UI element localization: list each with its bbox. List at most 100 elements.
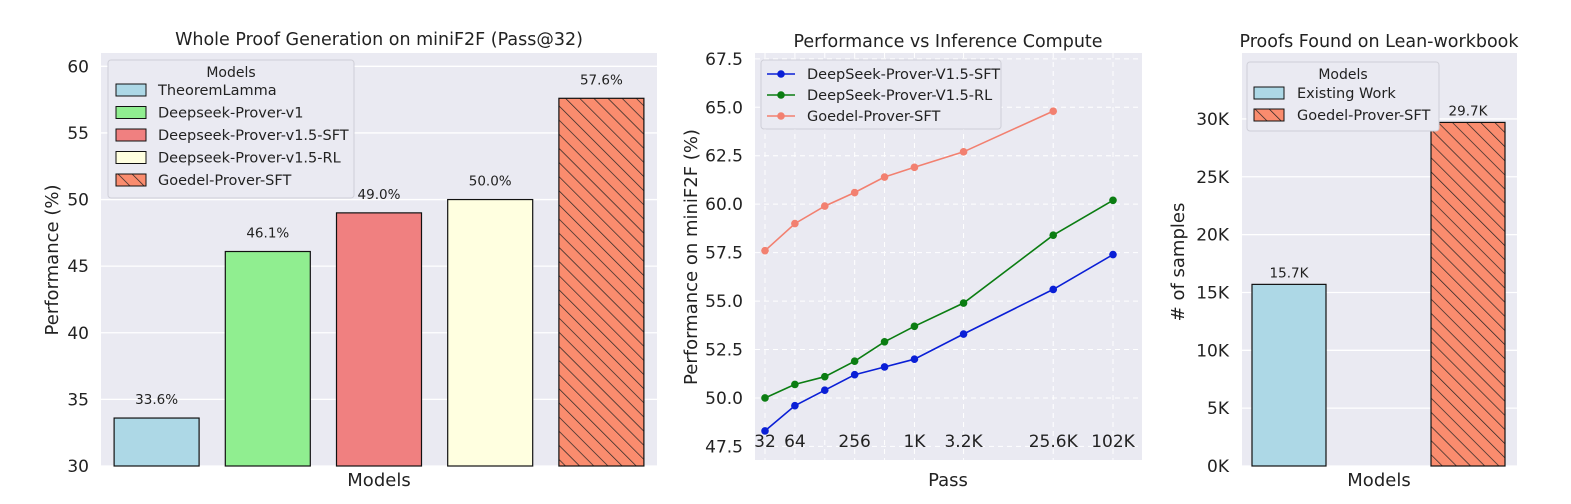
x-axis-label: Pass [928, 470, 968, 491]
y-axis-label: Performance on miniF2F (%) [681, 129, 702, 385]
y-tick-label: 50 [67, 191, 89, 211]
y-tick-label: 35 [67, 390, 89, 410]
chart-whole-proof: 33.6% 46.1% 49.0% 50.0% 57.6% 30 35 40 45 50 55 60… [42, 30, 657, 491]
x-tick-label: 3.2K [944, 432, 983, 452]
data-point [761, 394, 769, 402]
legend-label: Deepseek-Prover-v1.5-RL [158, 151, 341, 167]
legend-swatch [115, 151, 147, 164]
data-point [959, 299, 968, 307]
chart-title: Proofs Found on Lean-workbook [1239, 32, 1519, 52]
data-point [910, 163, 919, 172]
bar-value-label: 57.6% [580, 72, 623, 88]
y-tick-label: 25K [1196, 168, 1230, 188]
legend-box [1246, 61, 1440, 132]
bar-value-label: 15.7K [1270, 265, 1310, 281]
legend-swatch [1253, 108, 1285, 122]
legend: Models TheoremLamma Deepseek-Prover-v1 Dee… [107, 59, 355, 199]
y-tick-label: 30 [67, 457, 89, 477]
data-point [850, 188, 859, 197]
y-tick-label: 65.0 [705, 98, 743, 118]
data-point [1049, 285, 1058, 294]
bar-value-label: 33.6% [135, 392, 178, 408]
data-point [880, 173, 889, 181]
legend-marker [777, 91, 785, 99]
y-tick-label: 20K [1196, 226, 1230, 246]
data-point [1109, 250, 1117, 259]
data-point [880, 363, 889, 371]
bar-value-label: 50.0% [469, 174, 512, 190]
legend-label: Goedel-Prover-SFT [807, 109, 940, 125]
x-tick-label: 102K [1091, 432, 1135, 452]
legend-label: DeepSeek-Prover-V1.5-RL [807, 88, 992, 104]
x-tick-label: 1K [903, 432, 926, 452]
legend-title: Models [1318, 67, 1367, 83]
y-tick-label: 60.0 [705, 195, 743, 215]
bar-value-label: 46.1% [246, 226, 289, 242]
legend-swatch [1253, 86, 1285, 100]
data-point [820, 372, 829, 381]
legend-label: Existing Work [1297, 86, 1396, 102]
data-point [791, 219, 799, 228]
y-tick-label: 47.5 [705, 437, 743, 457]
x-tick-label: 64 [784, 432, 806, 452]
legend-marker [777, 112, 785, 120]
data-point [761, 427, 769, 435]
x-axis-label: Models [1347, 470, 1410, 491]
legend-label: DeepSeek-Prover-V1.5-SFT [807, 67, 1000, 83]
legend-marker [777, 70, 785, 78]
y-axis-label: # of samples [1168, 203, 1189, 322]
y-tick-label: 45 [67, 257, 89, 277]
y-tick-label: 60 [67, 57, 89, 77]
legend-label: TheoremLamma [157, 83, 277, 99]
data-point [1049, 107, 1058, 115]
legend-label: Deepseek-Prover-v1 [158, 106, 303, 122]
y-tick-label: 10K [1196, 341, 1230, 361]
legend-label: Goedel-Prover-SFT [158, 173, 291, 189]
y-tick-label: 52.5 [705, 341, 743, 361]
data-point [959, 330, 968, 338]
y-tick-label: 55.0 [705, 292, 743, 312]
legend-box [760, 59, 1002, 130]
y-tick-label: 55 [67, 124, 89, 144]
legend: DeepSeek-Prover-V1.5-SFT DeepSeek-Prover-… [760, 59, 1002, 130]
chart-inference-compute: 47.5 50.0 52.5 55.0 57.5 60.0 62.5 65.0 67.5 32 6… [681, 32, 1142, 491]
y-tick-label: 67.5 [705, 50, 743, 70]
legend-label: Deepseek-Prover-v1.5-SFT [158, 128, 349, 144]
y-tick-label: 57.5 [705, 244, 743, 264]
y-tick-label: 0K [1207, 457, 1230, 477]
bar [447, 198, 534, 467]
y-tick-label: 40 [67, 324, 89, 344]
data-point [791, 401, 799, 410]
legend-title: Models [206, 65, 255, 81]
data-point [850, 370, 859, 379]
legend-swatch [115, 106, 147, 119]
legend-swatch [115, 83, 147, 97]
data-point [791, 380, 799, 389]
data-point [910, 355, 919, 364]
y-tick-label: 30K [1196, 110, 1230, 130]
chart-lean-workbook: 15.7K 29.7K 0K 5K 10K 15K 20K 25K 30K Proofs Fo… [1168, 32, 1519, 491]
y-tick-label: 62.5 [705, 147, 743, 167]
legend-swatch [115, 128, 147, 142]
bar [558, 97, 645, 467]
legend-box [107, 59, 355, 199]
legend-label: Goedel-Prover-SFT [1297, 108, 1430, 124]
chart-title: Performance vs Inference Compute [793, 32, 1102, 52]
series-line [764, 110, 1054, 252]
data-point [820, 202, 829, 210]
x-tick-label: 32 [754, 432, 776, 452]
data-point [910, 322, 919, 331]
chart-title: Whole Proof Generation on miniF2F (Pass@… [175, 30, 583, 50]
x-tick-label: 25.6K [1029, 432, 1079, 452]
y-tick-label: 50.0 [705, 389, 743, 409]
bar [113, 417, 200, 467]
legend: Models Existing Work Goedel-Prover-SFT [1246, 61, 1440, 132]
data-point [880, 337, 889, 346]
bar [335, 212, 423, 467]
bar-value-label: 49.0% [358, 187, 401, 203]
x-axis-label: Models [347, 470, 410, 491]
data-point [820, 386, 829, 395]
bar-value-label: 29.7K [1449, 103, 1489, 119]
data-point [959, 148, 968, 156]
